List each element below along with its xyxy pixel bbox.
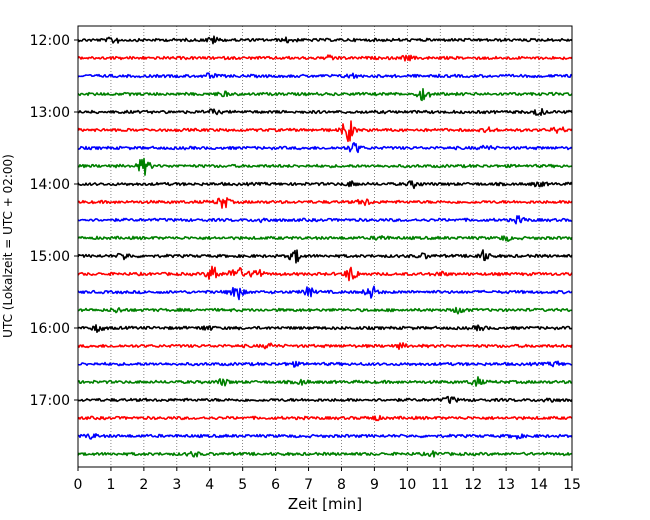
x-tick-label: 3 (172, 477, 181, 493)
trace-1445 (77, 235, 573, 243)
trace-1530 (77, 285, 573, 301)
x-axis-label: Zeit [min] (288, 495, 362, 513)
trace-1215 (77, 54, 573, 62)
trace-1500 (77, 249, 573, 264)
y-axis-ticks: 12:00 13:00 14:00 15:00 16:00 17:00 (30, 33, 78, 409)
trace-1345 (77, 157, 573, 176)
x-tick-label: 5 (238, 477, 247, 493)
plot-frame (77, 25, 573, 468)
trace-1430 (77, 215, 573, 225)
x-tick-label: 15 (563, 477, 581, 493)
x-tick-label: 4 (205, 477, 214, 493)
trace-1245 (77, 88, 573, 102)
x-axis-ticks: 0 1 2 3 4 5 6 7 8 9 10 11 12 13 14 15 (74, 467, 581, 493)
trace-1715 (77, 414, 573, 422)
trace-1315 (77, 120, 573, 143)
trace-1630 (77, 360, 573, 368)
y-tick-label: 17:00 (30, 393, 70, 409)
trace-1745 (77, 450, 573, 458)
x-tick-label: 6 (271, 477, 280, 493)
x-tick-label: 0 (74, 477, 83, 493)
trace-1300 (77, 107, 573, 117)
trace-1615 (77, 342, 573, 351)
y-axis-label: UTC (Lokalzeit = UTC + 02:00) (1, 154, 15, 338)
y-tick-label: 15:00 (30, 249, 70, 265)
x-tick-label: 10 (398, 477, 416, 493)
plot-area (78, 26, 572, 467)
trace-1400 (77, 180, 573, 190)
trace-1515 (77, 265, 573, 282)
trace-1700 (77, 395, 573, 404)
x-tick-label: 12 (464, 477, 482, 493)
x-tick-label: 14 (530, 477, 548, 493)
x-tick-label: 7 (304, 477, 313, 493)
x-tick-label: 8 (337, 477, 346, 493)
x-tick-label: 13 (497, 477, 515, 493)
trace-1230 (77, 72, 573, 79)
y-tick-label: 16:00 (30, 321, 70, 337)
x-tick-label: 2 (139, 477, 148, 493)
y-tick-label: 14:00 (30, 177, 70, 193)
trace-1200 (77, 35, 573, 45)
y-tick-label: 13:00 (30, 105, 70, 121)
trace-1415 (77, 197, 573, 209)
trace-1330 (78, 142, 573, 154)
trace-1730 (77, 433, 573, 440)
trace-1600 (77, 324, 573, 334)
trace-1545 (77, 306, 573, 315)
x-tick-label: 11 (431, 477, 449, 493)
trace-1645 (77, 376, 573, 387)
seismogram-traces (77, 35, 573, 458)
x-tick-label: 9 (370, 477, 379, 493)
y-tick-label: 12:00 (30, 33, 70, 49)
x-tick-label: 1 (106, 477, 115, 493)
